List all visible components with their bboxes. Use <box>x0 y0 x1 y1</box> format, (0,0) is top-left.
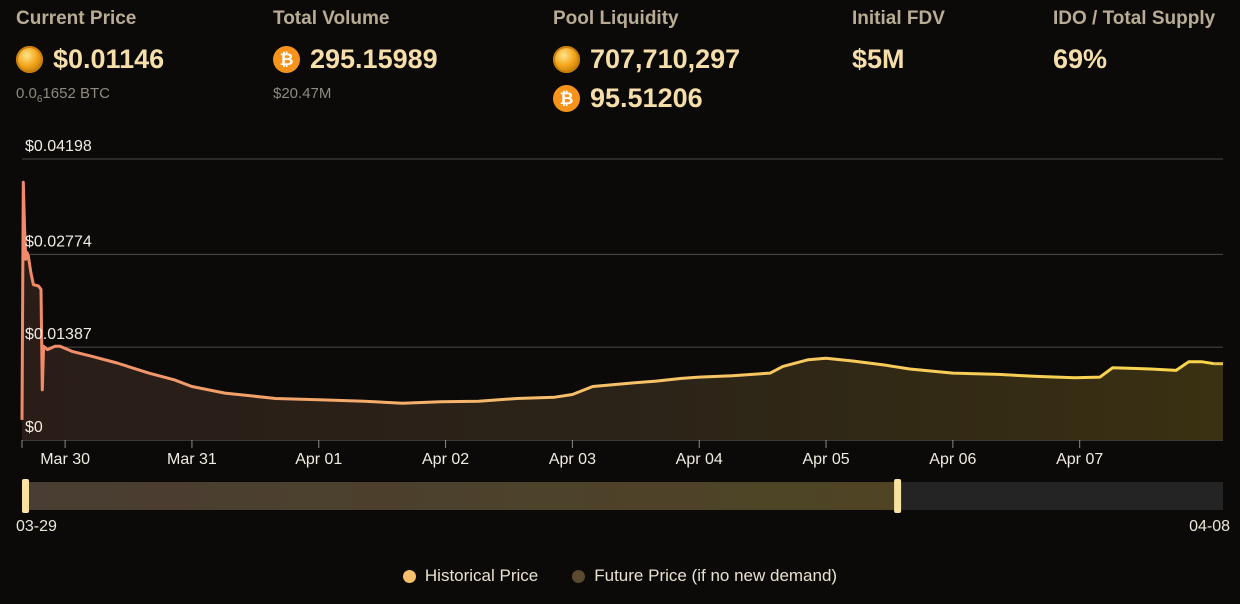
bitcoin-icon: ₿ <box>273 46 300 73</box>
total-volume-stat: Total Volume ₿ 295.15989 $20.47M <box>273 8 438 102</box>
legend-historical[interactable]: Historical Price <box>402 566 539 586</box>
total-volume-label: Total Volume <box>273 8 390 29</box>
legend-future[interactable]: Future Price (if no new demand) <box>572 566 837 586</box>
historical-price-line <box>20 180 1215 420</box>
chart-legend: Historical Price Future Price (if no new… <box>0 566 1240 586</box>
current-price-btc: 0.061652 BTC <box>16 85 110 105</box>
bitcoin-icon: ₿ <box>553 85 580 112</box>
initial-fdv-value: $5M <box>852 44 905 74</box>
range-start-label: 03-29 <box>16 518 57 535</box>
x-tick-label: Apr 07 <box>1056 451 1103 468</box>
x-axis: Mar 30 Mar 31 Apr 01 Apr 02 Apr 03 Apr 04 Apr … <box>21 440 1103 468</box>
y-tick-label: $0 <box>25 419 43 436</box>
x-tick-label: Apr 04 <box>676 451 723 468</box>
ido-supply-label: IDO / Total Supply <box>1053 8 1216 29</box>
current-price-value: $0.01146 <box>53 44 165 74</box>
legend-future-label: Future Price (if no new demand) <box>594 566 838 585</box>
y-tick-label: $0.02774 <box>25 233 92 250</box>
x-tick-label: Apr 02 <box>422 451 469 468</box>
pool-liquidity-stat: Pool Liquidity 707,710,297 ₿ 95.51206 <box>553 8 740 114</box>
y-axis-labels: $0 $0.01387 $0.02774 $0.04198 <box>25 138 92 436</box>
x-tick-label: Apr 01 <box>295 451 342 468</box>
current-price-label: Current Price <box>16 8 137 29</box>
gold-token-icon <box>553 46 580 73</box>
pool-liquidity-label: Pool Liquidity <box>553 8 679 29</box>
ido-supply-value: 69% <box>1053 44 1108 74</box>
x-tick-label: Apr 03 <box>549 451 596 468</box>
initial-fdv-label: Initial FDV <box>852 8 945 29</box>
legend-historical-marker <box>402 569 416 583</box>
initial-fdv-stat: Initial FDV $5M <box>852 8 945 75</box>
legend-future-marker <box>572 569 586 583</box>
current-price-stat: Current Price $0.01146 0.061652 BTC <box>16 8 164 105</box>
ido-supply-stat: IDO / Total Supply 69% <box>1053 8 1215 75</box>
x-tick-label: Mar 31 <box>167 451 217 468</box>
total-volume-value: 295.15989 <box>310 44 438 74</box>
gold-token-icon <box>16 46 43 73</box>
price-area-fill <box>22 182 1223 441</box>
range-slider-selection[interactable] <box>26 482 898 510</box>
x-tick-label: Mar 30 <box>40 451 90 468</box>
y-tick-label: $0.04198 <box>25 138 92 155</box>
total-volume-usd: $20.47M <box>273 85 332 102</box>
range-end-label: 04-08 <box>1189 518 1230 535</box>
x-tick-label: Apr 06 <box>929 451 976 468</box>
y-tick-label: $0.01387 <box>25 326 92 343</box>
pool-liquidity-btc: 95.51206 <box>590 83 703 113</box>
x-tick-label: Apr 05 <box>802 451 849 468</box>
price-chart: Mar 30 Mar 31 Apr 01 Apr 02 Apr 03 Apr 04 Apr … <box>16 138 1230 535</box>
range-handle-left[interactable] <box>22 479 29 513</box>
legend-historical-label: Historical Price <box>424 566 539 585</box>
range-handle-right[interactable] <box>894 479 902 513</box>
pool-liquidity-token: 707,710,297 <box>590 44 741 74</box>
